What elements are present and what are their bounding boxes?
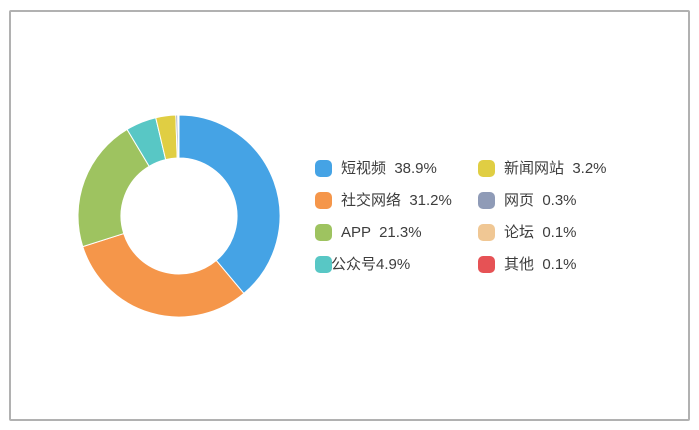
chart-panel-border xyxy=(9,10,690,421)
pie-slice-其他[interactable] xyxy=(177,114,180,159)
pie-slice-社交网络[interactable] xyxy=(82,232,245,318)
legend-column-2: 新闻网站 3.2% 网页 0.3% 论坛 0.1% 其他 0.1% xyxy=(478,152,607,280)
legend-label: 论坛 0.1% xyxy=(504,223,577,241)
legend-item-新闻网站[interactable]: 新闻网站 3.2% xyxy=(478,152,607,184)
legend-item-社交网络[interactable]: 社交网络 31.2% xyxy=(315,184,452,216)
legend-label: 公众号4.9% xyxy=(331,255,411,273)
donut-chart xyxy=(77,114,281,318)
legend-item-公众号[interactable]: 公众号4.9% xyxy=(315,248,452,280)
legend-label: 网页 0.3% xyxy=(504,191,577,209)
legend-label: 社交网络 31.2% xyxy=(341,191,452,209)
legend-label: 其他 0.1% xyxy=(504,255,577,273)
legend-item-网页[interactable]: 网页 0.3% xyxy=(478,184,607,216)
legend-item-APP[interactable]: APP 21.3% xyxy=(315,216,452,248)
legend-swatch-icon xyxy=(478,223,495,241)
legend-swatch-icon xyxy=(315,191,332,209)
legend-swatch-icon xyxy=(478,159,495,177)
legend-label: APP 21.3% xyxy=(341,223,422,241)
legend-swatch-icon xyxy=(315,255,332,273)
legend-label: 新闻网站 3.2% xyxy=(504,159,607,177)
legend-swatch-icon xyxy=(478,255,495,273)
legend-label: 短视频 38.9% xyxy=(341,159,437,177)
legend-column-1: 短视频 38.9% 社交网络 31.2% APP 21.3% 公众号4.9% xyxy=(315,152,452,280)
legend-swatch-icon xyxy=(478,191,495,209)
legend-item-其他[interactable]: 其他 0.1% xyxy=(478,248,607,280)
legend-item-论坛[interactable]: 论坛 0.1% xyxy=(478,216,607,248)
legend-swatch-icon xyxy=(315,159,332,177)
legend-item-短视频[interactable]: 短视频 38.9% xyxy=(315,152,452,184)
legend-swatch-icon xyxy=(315,223,332,241)
pie-slice-短视频[interactable] xyxy=(178,114,281,295)
